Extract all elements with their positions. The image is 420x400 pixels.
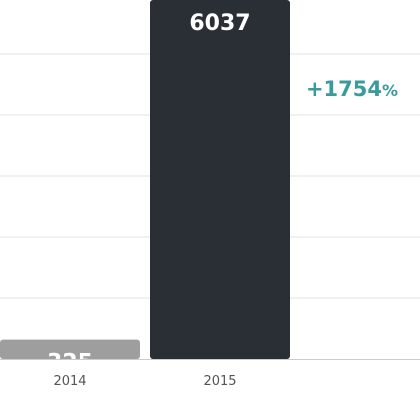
change-unit: % bbox=[382, 81, 398, 100]
bar-2014 bbox=[0, 339, 140, 359]
tick-label-2014: 2014 bbox=[53, 374, 86, 389]
data-label-2015: 6037 bbox=[189, 11, 250, 36]
data-labels: 325 6037 bbox=[47, 11, 251, 376]
tick-label-2015: 2015 bbox=[203, 374, 236, 389]
bars bbox=[0, 0, 290, 359]
data-label-2014: 325 bbox=[47, 351, 93, 376]
change-number: +1754 bbox=[306, 77, 382, 101]
change-percent-label: +1754% bbox=[306, 77, 398, 101]
x-axis-tick-labels: 2014 2015 bbox=[53, 374, 236, 389]
bar-2015 bbox=[150, 0, 290, 359]
